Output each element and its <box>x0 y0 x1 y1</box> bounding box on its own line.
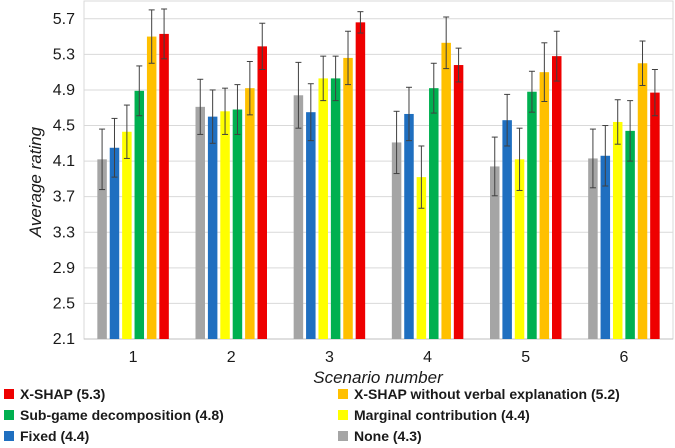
bar <box>650 92 660 340</box>
bar <box>391 142 402 339</box>
y-tick-label: 4.1 <box>53 153 75 170</box>
legend-item-marginal: Marginal contribution (4.4) <box>338 407 530 423</box>
bar <box>502 120 512 339</box>
bar <box>514 159 525 339</box>
bar <box>207 116 218 339</box>
y-tick-label: 2.5 <box>53 295 75 312</box>
y-tick-label: 2.9 <box>53 260 75 277</box>
bar <box>220 111 230 339</box>
bar <box>232 109 243 339</box>
bar <box>109 147 120 339</box>
legend-item-x-shap-without-verbal: X-SHAP without verbal explanation (5.2) <box>338 386 620 402</box>
bar <box>245 88 255 339</box>
y-axis-ticks: 2.1 2.5 2.9 3.3 3.7 4.1 4.5 4.9 5.3 5.7 <box>53 11 75 348</box>
bar <box>122 131 132 339</box>
x-axis-label: Scenario number <box>313 368 444 387</box>
bar <box>330 78 341 339</box>
legend-swatch <box>4 431 14 441</box>
bar <box>257 46 267 339</box>
x-tick-label: 3 <box>325 349 334 366</box>
bar <box>637 63 648 340</box>
bar <box>539 72 550 339</box>
legend-label: X-SHAP (5.3) <box>20 386 106 402</box>
bar <box>159 33 169 340</box>
y-tick-label: 2.1 <box>53 331 75 348</box>
legend-item-none: None (4.3) <box>338 428 422 444</box>
bar <box>416 177 427 339</box>
y-tick-label: 4.9 <box>53 82 75 99</box>
legend-label: X-SHAP without verbal explanation (5.2) <box>354 386 620 402</box>
bar <box>527 91 537 339</box>
x-axis-ticks: 1 2 3 4 5 6 <box>129 349 629 366</box>
bar <box>612 121 623 340</box>
bar <box>343 57 353 339</box>
bar <box>306 112 316 340</box>
bar <box>429 88 439 339</box>
legend-label: Fixed (4.4) <box>20 428 90 444</box>
bar <box>588 158 598 339</box>
legend-label: None (4.3) <box>354 428 422 444</box>
y-tick-label: 5.7 <box>53 11 75 28</box>
x-tick-label: 5 <box>521 349 530 366</box>
bar <box>600 155 611 339</box>
y-tick-label: 5.3 <box>53 46 75 63</box>
bar <box>453 65 464 339</box>
x-tick-label: 1 <box>129 349 138 366</box>
bar <box>355 22 366 339</box>
bars <box>97 8 660 340</box>
x-tick-label: 6 <box>619 349 628 366</box>
y-tick-label: 3.3 <box>53 224 75 241</box>
bar <box>552 56 562 339</box>
plot-frame <box>83 0 674 340</box>
y-axis-label: Average rating <box>26 126 45 238</box>
legend-item-x-shap: X-SHAP (5.3) <box>4 386 105 402</box>
x-tick-label: 2 <box>227 349 236 366</box>
bar <box>195 106 205 339</box>
bar <box>318 78 328 339</box>
legend-swatch <box>4 389 14 399</box>
legend-item-fixed: Fixed (4.4) <box>4 428 89 444</box>
bar <box>146 36 157 339</box>
bar <box>625 130 635 339</box>
bar <box>441 42 451 339</box>
legend-swatch <box>4 410 14 420</box>
x-tick-label: 4 <box>423 349 432 366</box>
legend-item-sub-game: Sub-game decomposition (4.8) <box>4 407 224 423</box>
bar <box>293 95 304 339</box>
bar <box>134 90 145 339</box>
bar <box>97 159 107 339</box>
gridlines <box>84 18 673 340</box>
bar <box>490 166 500 339</box>
y-tick-label: 3.7 <box>53 189 75 206</box>
legend-label: Marginal contribution (4.4) <box>354 407 530 423</box>
legend-label: Sub-game decomposition (4.8) <box>20 407 224 423</box>
legend-swatch <box>338 389 348 399</box>
legend-swatch <box>338 410 348 420</box>
y-tick-label: 4.5 <box>53 118 75 135</box>
bar <box>404 113 414 339</box>
legend-swatch <box>338 431 348 441</box>
